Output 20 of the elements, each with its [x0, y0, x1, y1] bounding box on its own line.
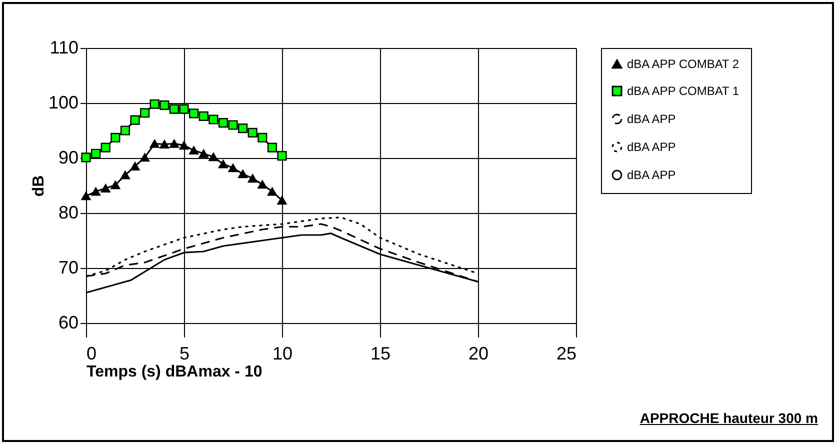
x-tick-label: 20	[468, 344, 489, 364]
x-axis-title: Temps (s) dBAmax - 10	[86, 364, 262, 380]
x-tick-label: 10	[272, 344, 293, 364]
y-tick-label: 70	[58, 258, 78, 278]
legend-label: dBA APP COMBAT 2	[627, 57, 740, 71]
x-tick-label: 5	[179, 344, 190, 364]
x-tick-label: 0	[86, 344, 97, 364]
y-tick-label: 60	[58, 312, 78, 332]
text: APPROCHE hauteur 300 m	[640, 410, 818, 426]
legend-label: dBA APP	[627, 140, 676, 154]
x-tick-label: 25	[556, 344, 576, 364]
y-tick-label: 80	[58, 202, 78, 222]
legend-label: dBA APP	[627, 168, 676, 182]
y-tick-label: 100	[48, 92, 78, 112]
x-tick-label: 15	[370, 344, 391, 364]
y-tick-label: 90	[58, 148, 78, 168]
legend-label: dBA APP	[627, 112, 676, 126]
legend-label: dBA APP COMBAT 1	[627, 84, 740, 98]
y-tick-label: 110	[50, 38, 78, 58]
y-axis-title: dB	[30, 175, 48, 197]
